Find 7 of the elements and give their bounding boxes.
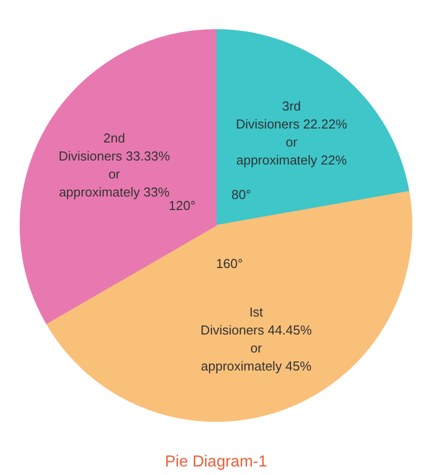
data-label: 80° [231, 187, 252, 202]
slice-label: 2nd Divisioners 33.33% or approximately 33% [58, 130, 170, 200]
text: Pie Diagram-1 [164, 454, 268, 470]
data-label: 120° [168, 198, 196, 213]
data-label: 160° [216, 256, 243, 271]
slice-label: 3rd Divisioners 22.22% or approximately 22% [236, 98, 348, 168]
slice-label: Ist Divisioners 44.45% or approximately 45% [200, 304, 312, 374]
